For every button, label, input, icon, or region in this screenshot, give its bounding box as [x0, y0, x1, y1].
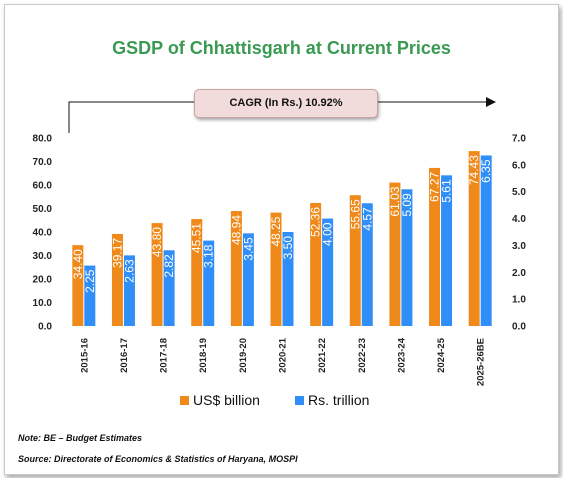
bar-rs — [123, 255, 135, 326]
legend-label-rs: Rs. trillion — [308, 392, 370, 408]
right-tick-label: 7.0 — [512, 134, 526, 145]
category-label: 2023-24 — [396, 337, 407, 373]
right-axis: 0.0 1.0 2.0 3.0 4.0 5.0 6.0 7.0 — [512, 134, 526, 333]
right-tick-label: 4.0 — [512, 214, 526, 225]
right-tick-label: 1.0 — [512, 295, 526, 306]
category-label: 2025-26BE — [476, 338, 487, 386]
data-label-rs: 5.09 — [400, 193, 414, 217]
bar-rs — [401, 189, 413, 326]
data-label-usd: 52.36 — [309, 207, 323, 237]
category-label: 2016-17 — [119, 338, 130, 373]
bar-rs — [361, 203, 373, 326]
category-label: 2021-22 — [317, 338, 328, 373]
bar-usd — [270, 212, 282, 326]
left-tick-label: 10.0 — [33, 298, 53, 309]
cagr-arrow-head — [486, 97, 496, 107]
bars-group — [72, 151, 492, 326]
legend-swatch-rs — [295, 395, 304, 405]
source-text: Source: Directorate of Economics & Stati… — [18, 454, 298, 464]
bar-usd — [151, 223, 163, 326]
bar-rs — [163, 250, 175, 326]
bar-rs — [84, 265, 96, 326]
bar-rs — [282, 232, 294, 326]
data-label-rs: 3.18 — [202, 244, 216, 268]
category-label: 2020-21 — [278, 337, 289, 373]
category-label: 2018-19 — [198, 338, 209, 373]
cagr-annotation: CAGR (In Rs.) 10.92% — [194, 89, 378, 118]
data-label-rs: 2.63 — [122, 259, 136, 283]
legend-swatch-usd — [180, 395, 189, 405]
data-labels: 34.402.25 39.172.63 43.802.82 45.513.18 48.9… — [71, 155, 493, 293]
data-label-rs: 3.45 — [241, 237, 255, 261]
bar-usd — [72, 245, 84, 326]
bar-usd — [310, 202, 322, 326]
bar-rs — [441, 175, 453, 326]
bar-rs — [322, 218, 334, 326]
category-label: 2024-25 — [436, 337, 447, 373]
right-tick-label: 0.0 — [512, 322, 526, 333]
left-tick-label: 70.0 — [33, 157, 53, 168]
data-label-usd: 48.94 — [229, 215, 243, 245]
data-label-usd: 43.80 — [150, 227, 164, 257]
category-label: 2017-18 — [159, 338, 170, 373]
data-label-usd: 61.03 — [388, 186, 402, 216]
data-label-usd: 45.51 — [190, 223, 204, 253]
left-tick-label: 20.0 — [33, 275, 53, 286]
left-tick-label: 60.0 — [33, 181, 53, 192]
left-tick-label: 0.0 — [38, 322, 52, 333]
chart-title: GSDP of Chhattisgarh at Current Prices — [112, 38, 451, 58]
legend-item-rs: Rs. trillion — [295, 392, 369, 408]
bar-usd — [349, 195, 361, 326]
legend-label-usd: US$ billion — [193, 392, 260, 408]
data-label-usd: 48.25 — [269, 216, 283, 246]
right-tick-label: 5.0 — [512, 187, 526, 198]
left-axis: 0.0 10.0 20.0 30.0 40.0 50.0 60.0 70.0 80.0 — [33, 134, 53, 333]
category-label: 2015-16 — [79, 338, 90, 373]
legend: US$ billion Rs. trillion — [0, 392, 563, 412]
note-text: Note: BE – Budget Estimates — [18, 433, 143, 443]
bar-rs — [203, 240, 215, 326]
bar-usd — [230, 210, 242, 326]
data-label-rs: 5.61 — [440, 179, 454, 203]
data-label-usd: 34.40 — [71, 249, 85, 279]
left-tick-label: 30.0 — [33, 251, 53, 262]
data-label-rs: 4.00 — [321, 222, 335, 246]
legend-item-usd: US$ billion — [180, 392, 260, 408]
bar-rs — [480, 155, 492, 326]
left-tick-label: 40.0 — [33, 228, 53, 239]
data-label-rs: 2.25 — [83, 269, 97, 293]
bar-usd — [191, 219, 203, 326]
data-label-usd: 39.17 — [110, 238, 124, 268]
category-label: 2019-20 — [238, 338, 249, 373]
bar-usd — [429, 167, 441, 326]
category-label: 2022-23 — [357, 338, 368, 373]
bar-usd — [389, 182, 401, 326]
right-tick-label: 3.0 — [512, 241, 526, 252]
data-label-usd: 74.43 — [467, 155, 481, 185]
bar-usd — [468, 151, 480, 326]
data-label-rs: 3.50 — [281, 236, 295, 260]
bar-usd — [111, 233, 123, 326]
data-label-rs: 4.57 — [360, 207, 374, 231]
data-label-usd: 67.27 — [428, 172, 442, 202]
left-tick-label: 80.0 — [33, 134, 53, 145]
left-tick-label: 50.0 — [33, 204, 53, 215]
data-label-rs: 2.82 — [162, 254, 176, 278]
right-tick-label: 6.0 — [512, 160, 526, 171]
right-tick-label: 2.0 — [512, 268, 526, 279]
data-label-usd: 55.65 — [348, 199, 362, 229]
data-label-rs: 6.35 — [479, 159, 493, 183]
category-labels: 2015-16 2016-17 2017-18 2018-19 2019-20 2020-… — [79, 337, 486, 386]
bar-rs — [242, 233, 254, 326]
